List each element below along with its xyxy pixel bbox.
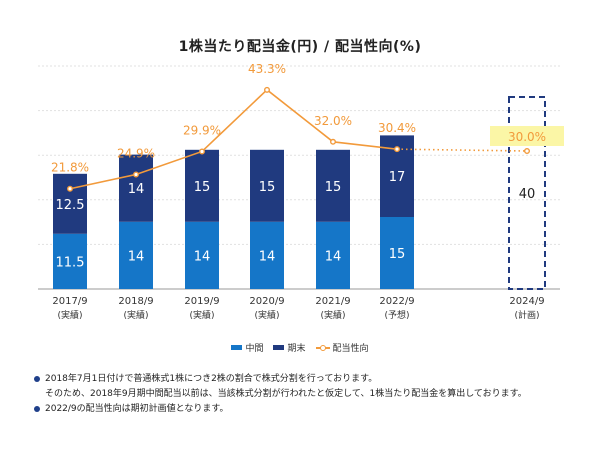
legend-label-interim: 中間 — [245, 344, 264, 354]
bar-label-interim: 11.5 — [56, 255, 85, 270]
bar-label-plan: 40 — [519, 187, 536, 202]
chart-title: 1株当たり配当金(円) / 配当性向(%) — [178, 39, 422, 55]
x-tick-label: 2019/9 — [184, 296, 219, 307]
footnote-text: 2018年7月1日付けで普通株式1株につき2株の割合で株式分割を行っております。 — [45, 374, 378, 384]
legend-swatch-year-end — [273, 345, 285, 350]
legend-item-year-end: 期末 — [273, 341, 306, 354]
x-tick-sublabel: (予想) — [384, 309, 409, 321]
x-tick-sublabel: (実績) — [189, 309, 214, 321]
bar-interim — [53, 233, 87, 289]
x-tick-sublabel: (実績) — [320, 309, 345, 321]
footnote-text: 2022/9の配当性向は期初計画値となります。 — [45, 404, 229, 414]
legend-swatch-payout-ratio — [315, 344, 330, 351]
legend-label-year-end: 期末 — [287, 344, 306, 354]
bar-plan-outline — [508, 96, 546, 290]
bar-label-year-end: 12.5 — [56, 198, 85, 213]
payout-ratio-point — [264, 86, 271, 93]
bar-interim — [250, 221, 284, 289]
bar-year-end — [316, 149, 350, 222]
footnote: 2022/9の配当性向は期初計画値となります。 — [34, 402, 594, 417]
bar-label-interim: 14 — [259, 249, 276, 264]
payout-ratio-line-plan — [396, 148, 528, 152]
x-tick-sublabel: (計画) — [514, 309, 539, 321]
bar-interim — [316, 221, 350, 289]
bar-interim — [380, 217, 414, 289]
bar-label-interim: 14 — [194, 249, 211, 264]
x-tick-sublabel: (実績) — [254, 309, 279, 321]
x-tick-label: 2024/9 — [509, 296, 544, 307]
x-tick-sublabel: (実績) — [57, 309, 82, 321]
bar-label-interim: 14 — [325, 249, 342, 264]
bullet-icon — [34, 376, 40, 382]
bar-label-interim: 15 — [389, 247, 406, 262]
payout-ratio-label: 32.0% — [314, 114, 352, 128]
dividend-chart: 11.5 12.5 2017/9 (実績) 14 14 2018/9 (実績) 14 15 2019… — [38, 62, 564, 321]
payout-ratio-point — [524, 147, 531, 154]
legend: 中間 期末 配当性向 — [0, 341, 600, 354]
bar-label-year-end: 14 — [128, 182, 145, 197]
footnote: 2018年7月1日付けで普通株式1株につき2株の割合で株式分割を行っております。 — [34, 372, 594, 387]
legend-swatch-interim — [231, 345, 243, 350]
footnote-text: そのため、2018年9月期中間配当以前は、当該株式分割が行われたと仮定して、1株… — [45, 389, 527, 399]
bullet-icon — [34, 406, 40, 412]
bar-label-year-end: 15 — [259, 180, 276, 195]
bar-label-year-end: 17 — [389, 170, 406, 185]
x-tick-label: 2020/9 — [249, 296, 284, 307]
payout-ratio-label: 21.8% — [51, 161, 89, 175]
payout-ratio-point — [198, 148, 205, 155]
payout-ratio-point — [394, 146, 401, 153]
legend-item-payout-ratio: 配当性向 — [315, 341, 369, 354]
bar-year-end — [185, 149, 219, 222]
x-tick-sublabel: (実績) — [123, 309, 148, 321]
legend-item-interim: 中間 — [231, 341, 263, 354]
payout-ratio-point — [132, 171, 139, 178]
bar-label-year-end: 15 — [325, 180, 342, 195]
x-tick-label: 2017/9 — [52, 296, 87, 307]
footnote-continuation: そのため、2018年9月期中間配当以前は、当該株式分割が行われたと仮定して、1株… — [34, 387, 594, 402]
bar-interim — [119, 221, 153, 289]
payout-ratio-label: 29.9% — [183, 123, 221, 137]
bar-year-end — [53, 173, 87, 234]
payout-ratio-point — [330, 138, 337, 145]
footnotes: 2018年7月1日付けで普通株式1株につき2株の割合で株式分割を行っております。… — [34, 372, 594, 417]
payout-ratio-label: 30.4% — [378, 121, 416, 135]
payout-ratio-label: 24.9% — [117, 146, 155, 160]
legend-label-payout-ratio: 配当性向 — [332, 344, 369, 354]
payout-ratio-line — [69, 88, 398, 190]
bar-label-interim: 14 — [128, 249, 145, 264]
x-tick-label: 2018/9 — [118, 296, 153, 307]
x-tick-label: 2021/9 — [315, 296, 350, 307]
bar-interim — [185, 221, 219, 289]
bar-year-end — [250, 149, 284, 222]
bar-year-end — [119, 154, 153, 222]
payout-ratio-point — [66, 185, 73, 192]
x-tick-label: 2022/9 — [379, 296, 414, 307]
payout-ratio-label: 30.0% — [508, 130, 546, 144]
payout-ratio-label: 43.3% — [248, 62, 286, 76]
bar-label-year-end: 15 — [194, 180, 211, 195]
payout-ratio-highlight — [490, 126, 564, 146]
